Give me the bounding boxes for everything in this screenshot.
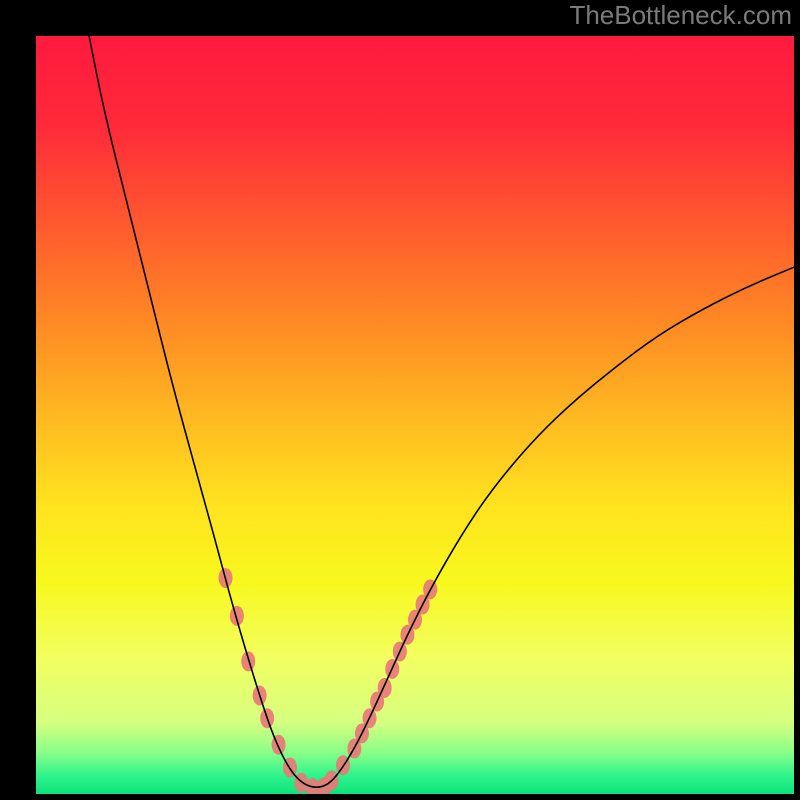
data-marker <box>272 735 286 755</box>
plot-gradient-background <box>36 36 794 794</box>
data-marker <box>230 606 244 626</box>
watermark-text: TheBottleneck.com <box>569 0 792 30</box>
data-marker <box>241 651 255 671</box>
chart-canvas: TheBottleneck.com <box>0 0 800 800</box>
bottleneck-chart: TheBottleneck.com <box>0 0 800 800</box>
